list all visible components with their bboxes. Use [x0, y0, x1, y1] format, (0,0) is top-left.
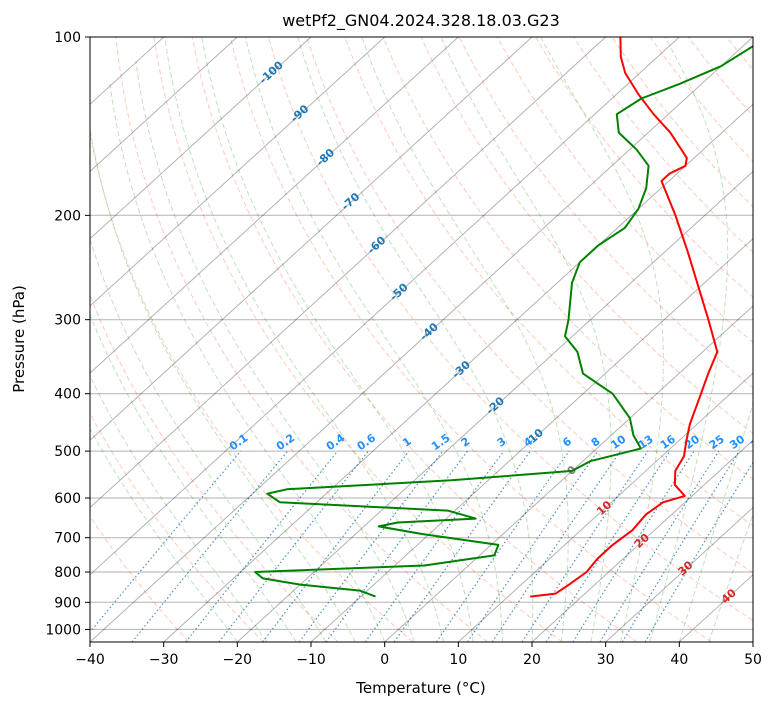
dry-adiabat-line — [90, 412, 264, 642]
mixing-ratio-line — [90, 450, 242, 633]
y-tick-label: 200 — [54, 208, 81, 224]
x-tick-label: −10 — [296, 652, 326, 668]
isotherm-grid — [90, 37, 753, 642]
x-axis-title: Temperature (°C) — [355, 679, 485, 697]
x-axis-ticks: −40 −30 −20 −10 0 10 20 30 40 50 — [75, 642, 762, 668]
dewpoint-profile-line — [254, 45, 753, 598]
mixing-ratio-lines — [90, 450, 753, 642]
isotherm-line — [90, 37, 680, 576]
dry-adiabat-line — [229, 37, 712, 642]
dry-adiabat-line — [344, 37, 753, 527]
x-tick-label: 10 — [449, 652, 467, 668]
moist-adiabat-line — [90, 125, 356, 642]
moist-adiabat-line — [440, 37, 612, 642]
moist-adiabats — [90, 37, 753, 642]
mixing-ratio-line — [521, 450, 649, 642]
mixing-ratio-line — [572, 450, 695, 642]
dry-adiabat-line — [90, 131, 414, 642]
x-tick-label: −30 — [149, 652, 179, 668]
x-tick-label: −40 — [75, 652, 105, 668]
isotherm-line — [90, 37, 238, 173]
dry-adiabat-line — [496, 37, 753, 344]
temperature-profile-line — [530, 37, 719, 598]
sounding-profiles — [254, 37, 753, 598]
y-tick-label: 800 — [54, 565, 81, 581]
x-tick-label: 0 — [380, 652, 389, 668]
dry-adiabat-line — [268, 37, 753, 622]
y-tick-label: 1000 — [45, 622, 81, 638]
y-tick-label: 300 — [54, 313, 81, 329]
isotherm-line — [90, 37, 533, 442]
mixing-ratio-line — [262, 450, 410, 642]
y-tick-label: 400 — [54, 387, 81, 403]
mixing-ratio-line — [364, 450, 505, 642]
moist-adiabat-line — [164, 37, 445, 642]
isotherm-line — [531, 439, 753, 642]
plot-area: -100-90-80-70-60-50-40-30-20-10010203040… — [90, 37, 768, 642]
mixing-ratio-line — [545, 450, 671, 642]
dry-adiabat-line — [535, 37, 753, 298]
moist-adiabat-line — [135, 61, 415, 642]
moist-adiabat-line — [678, 401, 753, 642]
dry-adiabat-line — [153, 37, 563, 642]
moist-adiabat-line — [708, 513, 753, 642]
y-tick-label: 100 — [54, 30, 81, 46]
x-tick-label: 50 — [744, 652, 762, 668]
mixing-ratio-line — [466, 450, 599, 642]
y-axis-ticks: 100 200 300 400 500 600 700 800 900 1000 — [45, 30, 90, 638]
mixing-ratio-line — [435, 450, 570, 642]
mixing-ratio-label: 36 — [748, 432, 768, 452]
dry-adiabat-line — [191, 37, 638, 642]
dry-adiabat-line — [306, 37, 753, 574]
isotherm-line — [310, 237, 753, 642]
y-tick-label: 500 — [54, 444, 81, 460]
moist-adiabat-line — [649, 37, 729, 642]
dry-adiabat-line — [382, 37, 753, 481]
y-tick-label: 600 — [54, 491, 81, 507]
isotherm-line — [90, 37, 312, 240]
moist-adiabat-line — [297, 37, 534, 642]
moist-adiabat-line — [361, 37, 569, 642]
x-tick-label: −20 — [223, 652, 253, 668]
moist-adiabat-line — [201, 37, 474, 642]
mixing-ratio-line — [131, 450, 289, 642]
mixing-ratio-line — [491, 450, 621, 642]
isobar-grid — [90, 37, 753, 630]
x-tick-label: 20 — [523, 652, 541, 668]
y-tick-label: 900 — [54, 595, 81, 611]
y-tick-label: 700 — [54, 531, 81, 547]
isotherm-line — [163, 103, 753, 642]
isotherm-line — [384, 305, 753, 642]
moist-adiabat-line — [90, 427, 238, 642]
moist-adiabat-line — [90, 313, 297, 642]
moist-adiabat-line — [90, 237, 327, 642]
y-axis-title: Pressure (hPa) — [10, 285, 28, 393]
mixing-ratio-line — [393, 450, 531, 642]
mixing-ratio-line — [185, 450, 339, 642]
chart-title: wetPf2_GN04.2024.328.18.03.G23 — [282, 11, 560, 31]
moist-adiabat-line — [90, 374, 268, 642]
mixing-ratio-line — [298, 450, 444, 642]
x-tick-label: 40 — [670, 652, 688, 668]
isotherm-line — [457, 372, 753, 642]
plot-frame — [89, 36, 754, 643]
isotherm-line — [90, 37, 386, 307]
isotherm-line — [605, 506, 753, 642]
moist-adiabat-line — [540, 37, 664, 642]
dry-adiabat-line — [420, 37, 753, 435]
moist-adiabat-line — [245, 37, 503, 642]
x-tick-label: 30 — [597, 652, 615, 668]
mixing-ratio-line — [325, 450, 468, 642]
isotherm-line — [90, 37, 607, 509]
isotherm-line — [90, 37, 753, 642]
mixing-ratio-line — [621, 450, 740, 642]
isotherm-line — [90, 37, 459, 374]
